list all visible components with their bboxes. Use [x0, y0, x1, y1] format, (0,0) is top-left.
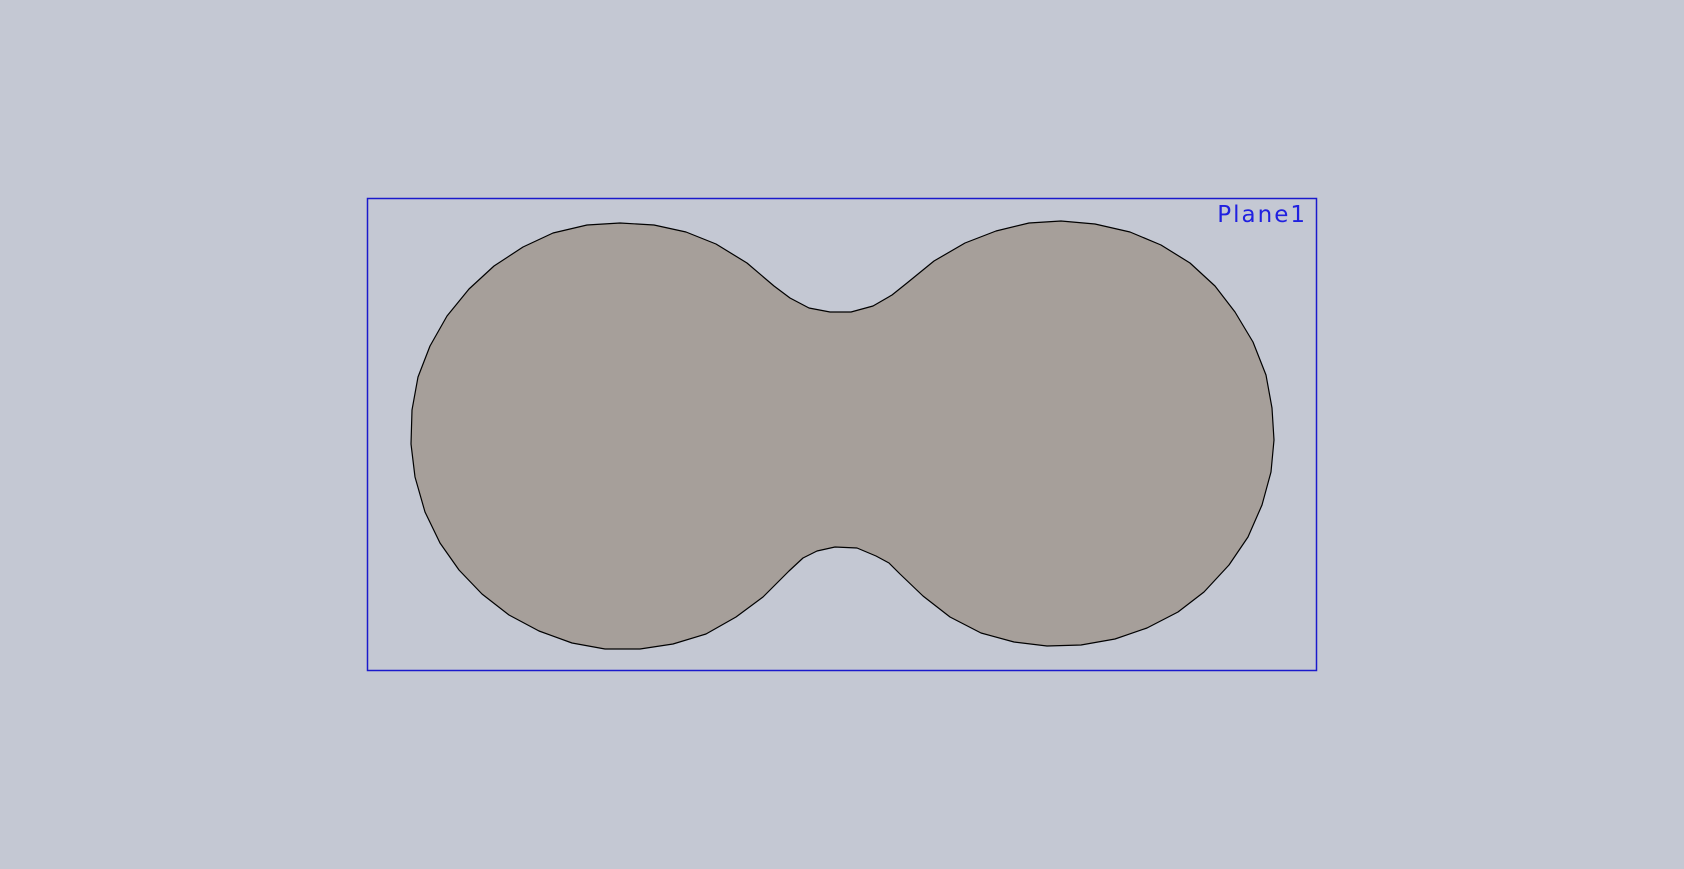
plane-label[interactable]: Plane1 [1217, 202, 1307, 228]
plane-boundary[interactable] [366, 197, 1318, 672]
sketch-profile-face[interactable] [410, 220, 1275, 650]
